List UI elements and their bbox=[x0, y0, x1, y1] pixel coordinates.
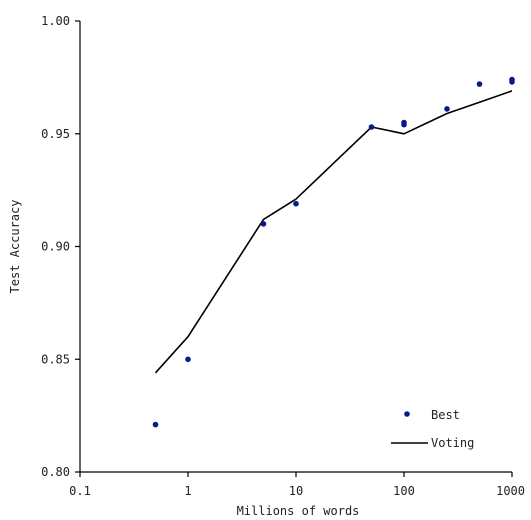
y-tick-label: 1.00 bbox=[41, 14, 70, 28]
data-point-best bbox=[293, 200, 299, 207]
x-tick-label: 1 bbox=[184, 484, 191, 498]
y-tick-label: 0.90 bbox=[41, 240, 70, 254]
data-point-best bbox=[185, 356, 191, 363]
legend: Best Voting bbox=[391, 408, 474, 450]
data-point-best bbox=[509, 79, 515, 85]
x-tick-label: 1000 bbox=[496, 484, 525, 498]
x-axis-label: Millions of words bbox=[237, 504, 360, 518]
legend-marker-best bbox=[404, 411, 410, 417]
data-point-best bbox=[152, 421, 159, 428]
x-tick-label: 100 bbox=[393, 484, 415, 498]
x-tick-label: 0.1 bbox=[69, 484, 91, 498]
data-point-best bbox=[368, 124, 375, 130]
legend-label-best: Best bbox=[431, 408, 460, 422]
legend-label-voting: Voting bbox=[431, 436, 474, 450]
series bbox=[152, 76, 515, 428]
ticks: 0.80 0.85 0.90 0.95 1.00 0.1 1 10 100 1000 bbox=[41, 14, 525, 498]
data-point-best bbox=[444, 106, 450, 112]
y-tick-label: 0.80 bbox=[41, 465, 70, 479]
y-axis-label: Test Accuracy bbox=[8, 200, 22, 294]
data-point-best bbox=[476, 81, 483, 87]
x-tick-label: 10 bbox=[289, 484, 303, 498]
y-tick-label: 0.85 bbox=[41, 352, 70, 366]
y-tick-label: 0.95 bbox=[41, 127, 70, 141]
data-point-best bbox=[260, 221, 267, 227]
data-point-best bbox=[401, 121, 407, 128]
series-line-voting bbox=[154, 90, 513, 374]
axes bbox=[79, 21, 512, 473]
